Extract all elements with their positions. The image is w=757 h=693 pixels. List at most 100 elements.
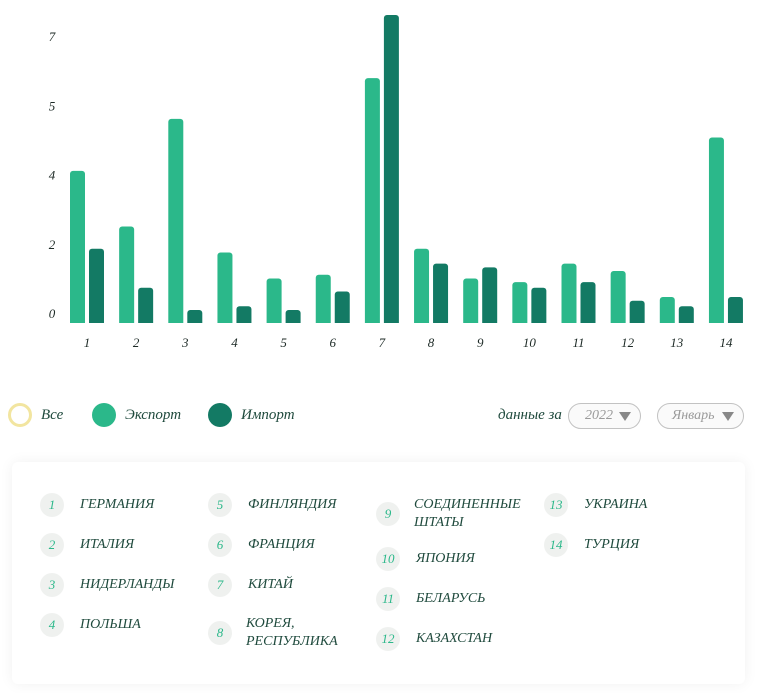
export-bar[interactable]	[561, 263, 577, 326]
x-tick-label: 10	[523, 335, 537, 350]
bar-chart: 0 2 4 5 7 1 2 3 4 5 6 7 8 9 10 11 12 13 14	[48, 15, 757, 350]
import-bar[interactable]	[531, 287, 547, 326]
import-bar[interactable]	[482, 267, 498, 326]
legend-all-toggle[interactable]: Все	[8, 402, 63, 428]
import-bar[interactable]	[285, 310, 301, 326]
legend-row: Все Экспорт Импорт данные за 2022 Январь	[0, 398, 757, 434]
country-name: НИДЕРЛАНДЫ	[80, 577, 175, 592]
country-item: 14 ТУРЦИЯ	[544, 533, 702, 557]
legend-import-dot-icon	[208, 403, 232, 427]
country-list-card: 1 ГЕРМАНИЯ 2 ИТАЛИЯ 3 НИДЕРЛАНДЫ 4 ПОЛЬШ…	[12, 462, 745, 684]
country-item: 4 ПОЛЬША	[40, 613, 198, 637]
export-bar[interactable]	[512, 282, 528, 326]
country-number-badge: 4	[40, 613, 64, 637]
y-tick-label: 2	[49, 237, 56, 252]
x-tick-label: 9	[477, 335, 484, 350]
country-item: 1 ГЕРМАНИЯ	[40, 493, 198, 517]
x-tick-label: 3	[181, 335, 189, 350]
export-bar[interactable]	[708, 137, 724, 326]
country-item: 13 УКРАИНА	[544, 493, 702, 517]
export-bar[interactable]	[266, 278, 282, 326]
country-number-badge: 10	[376, 547, 400, 571]
x-tick-label: 6	[330, 335, 337, 350]
x-tick-label: 13	[670, 335, 684, 350]
country-number-badge: 6	[208, 533, 232, 557]
year-select[interactable]: 2022	[568, 403, 641, 429]
country-number-badge: 13	[544, 493, 568, 517]
import-bar[interactable]	[433, 263, 449, 326]
import-bar[interactable]	[89, 248, 104, 326]
country-number-badge: 1	[40, 493, 64, 517]
x-tick-label: 11	[572, 335, 584, 350]
month-select-value: Январь	[672, 408, 715, 423]
legend-import-toggle[interactable]: Импорт	[208, 402, 295, 428]
import-bar[interactable]	[334, 291, 350, 326]
import-bar[interactable]	[678, 306, 694, 326]
x-tick-label: 14	[719, 335, 733, 350]
export-bar[interactable]	[414, 248, 430, 326]
country-item: 8 КОРЕЯ, РЕСПУБЛИКА	[208, 615, 364, 651]
x-tick-label: 4	[231, 335, 238, 350]
country-name: ФИНЛЯНДИЯ	[248, 497, 337, 512]
export-bar[interactable]	[315, 274, 331, 326]
import-bar[interactable]	[138, 287, 154, 326]
export-bar[interactable]	[70, 170, 85, 326]
country-number-badge: 14	[544, 533, 568, 557]
import-bar[interactable]	[629, 300, 645, 326]
y-tick-label: 4	[49, 168, 56, 183]
country-name: БЕЛАРУСЬ	[416, 591, 486, 606]
country-name: КИТАЙ	[248, 577, 293, 592]
legend-export-toggle[interactable]: Экспорт	[92, 402, 181, 428]
x-tick-label: 5	[280, 335, 287, 350]
country-number-badge: 2	[40, 533, 64, 557]
country-item: 7 КИТАЙ	[208, 573, 366, 597]
country-item: 9 СОЕДИНЕННЫЕ ШТАТЫ	[376, 496, 532, 532]
month-select[interactable]: Январь	[657, 403, 744, 429]
x-tick-label: 1	[84, 335, 91, 350]
import-bar[interactable]	[580, 282, 596, 326]
y-tick-label: 5	[49, 98, 56, 113]
year-chevron-down-icon	[619, 412, 631, 421]
x-tick-label: 7	[379, 335, 386, 350]
country-name: ТУРЦИЯ	[584, 537, 640, 552]
import-bar[interactable]	[727, 297, 743, 326]
legend-export-label: Экспорт	[125, 406, 182, 423]
x-tick-label: 2	[133, 335, 140, 350]
import-bar[interactable]	[236, 306, 252, 326]
month-chevron-down-icon	[722, 412, 734, 421]
country-item: 10 ЯПОНИЯ	[376, 547, 534, 571]
legend-export-dot-icon	[92, 403, 116, 427]
export-bar[interactable]	[610, 271, 626, 326]
country-item: 11 БЕЛАРУСЬ	[376, 587, 534, 611]
export-bar[interactable]	[168, 118, 184, 326]
export-bar[interactable]	[217, 252, 233, 326]
country-number-badge: 12	[376, 627, 400, 651]
import-bar[interactable]	[187, 310, 203, 326]
country-item: 3 НИДЕРЛАНДЫ	[40, 573, 198, 597]
country-number-badge: 9	[376, 502, 400, 526]
x-tick-label: 8	[428, 335, 435, 350]
legend-all-dot-icon	[8, 403, 32, 427]
export-bar[interactable]	[659, 297, 675, 326]
country-name: УКРАИНА	[584, 497, 648, 512]
country-item: 12 КАЗАХСТАН	[376, 627, 534, 651]
country-number-badge: 5	[208, 493, 232, 517]
import-bar[interactable]	[383, 15, 399, 326]
country-name: КОРЕЯ, РЕСПУБЛИКА	[246, 616, 338, 649]
export-bar[interactable]	[119, 226, 135, 326]
export-bar[interactable]	[364, 78, 380, 326]
country-name: ИТАЛИЯ	[80, 537, 135, 552]
x-tick-label: 12	[621, 335, 635, 350]
country-number-badge: 7	[208, 573, 232, 597]
country-name: ФРАНЦИЯ	[248, 537, 315, 552]
chart-baseline-mask	[60, 323, 757, 329]
y-tick-label: 7	[49, 29, 56, 44]
country-name: КАЗАХСТАН	[416, 631, 493, 646]
country-name: ГЕРМАНИЯ	[80, 497, 155, 512]
y-tick-label: 0	[49, 306, 56, 321]
export-bar[interactable]	[463, 278, 479, 326]
legend-all-label: Все	[41, 406, 64, 423]
country-number-badge: 11	[376, 587, 400, 611]
year-select-value: 2022	[585, 408, 613, 423]
